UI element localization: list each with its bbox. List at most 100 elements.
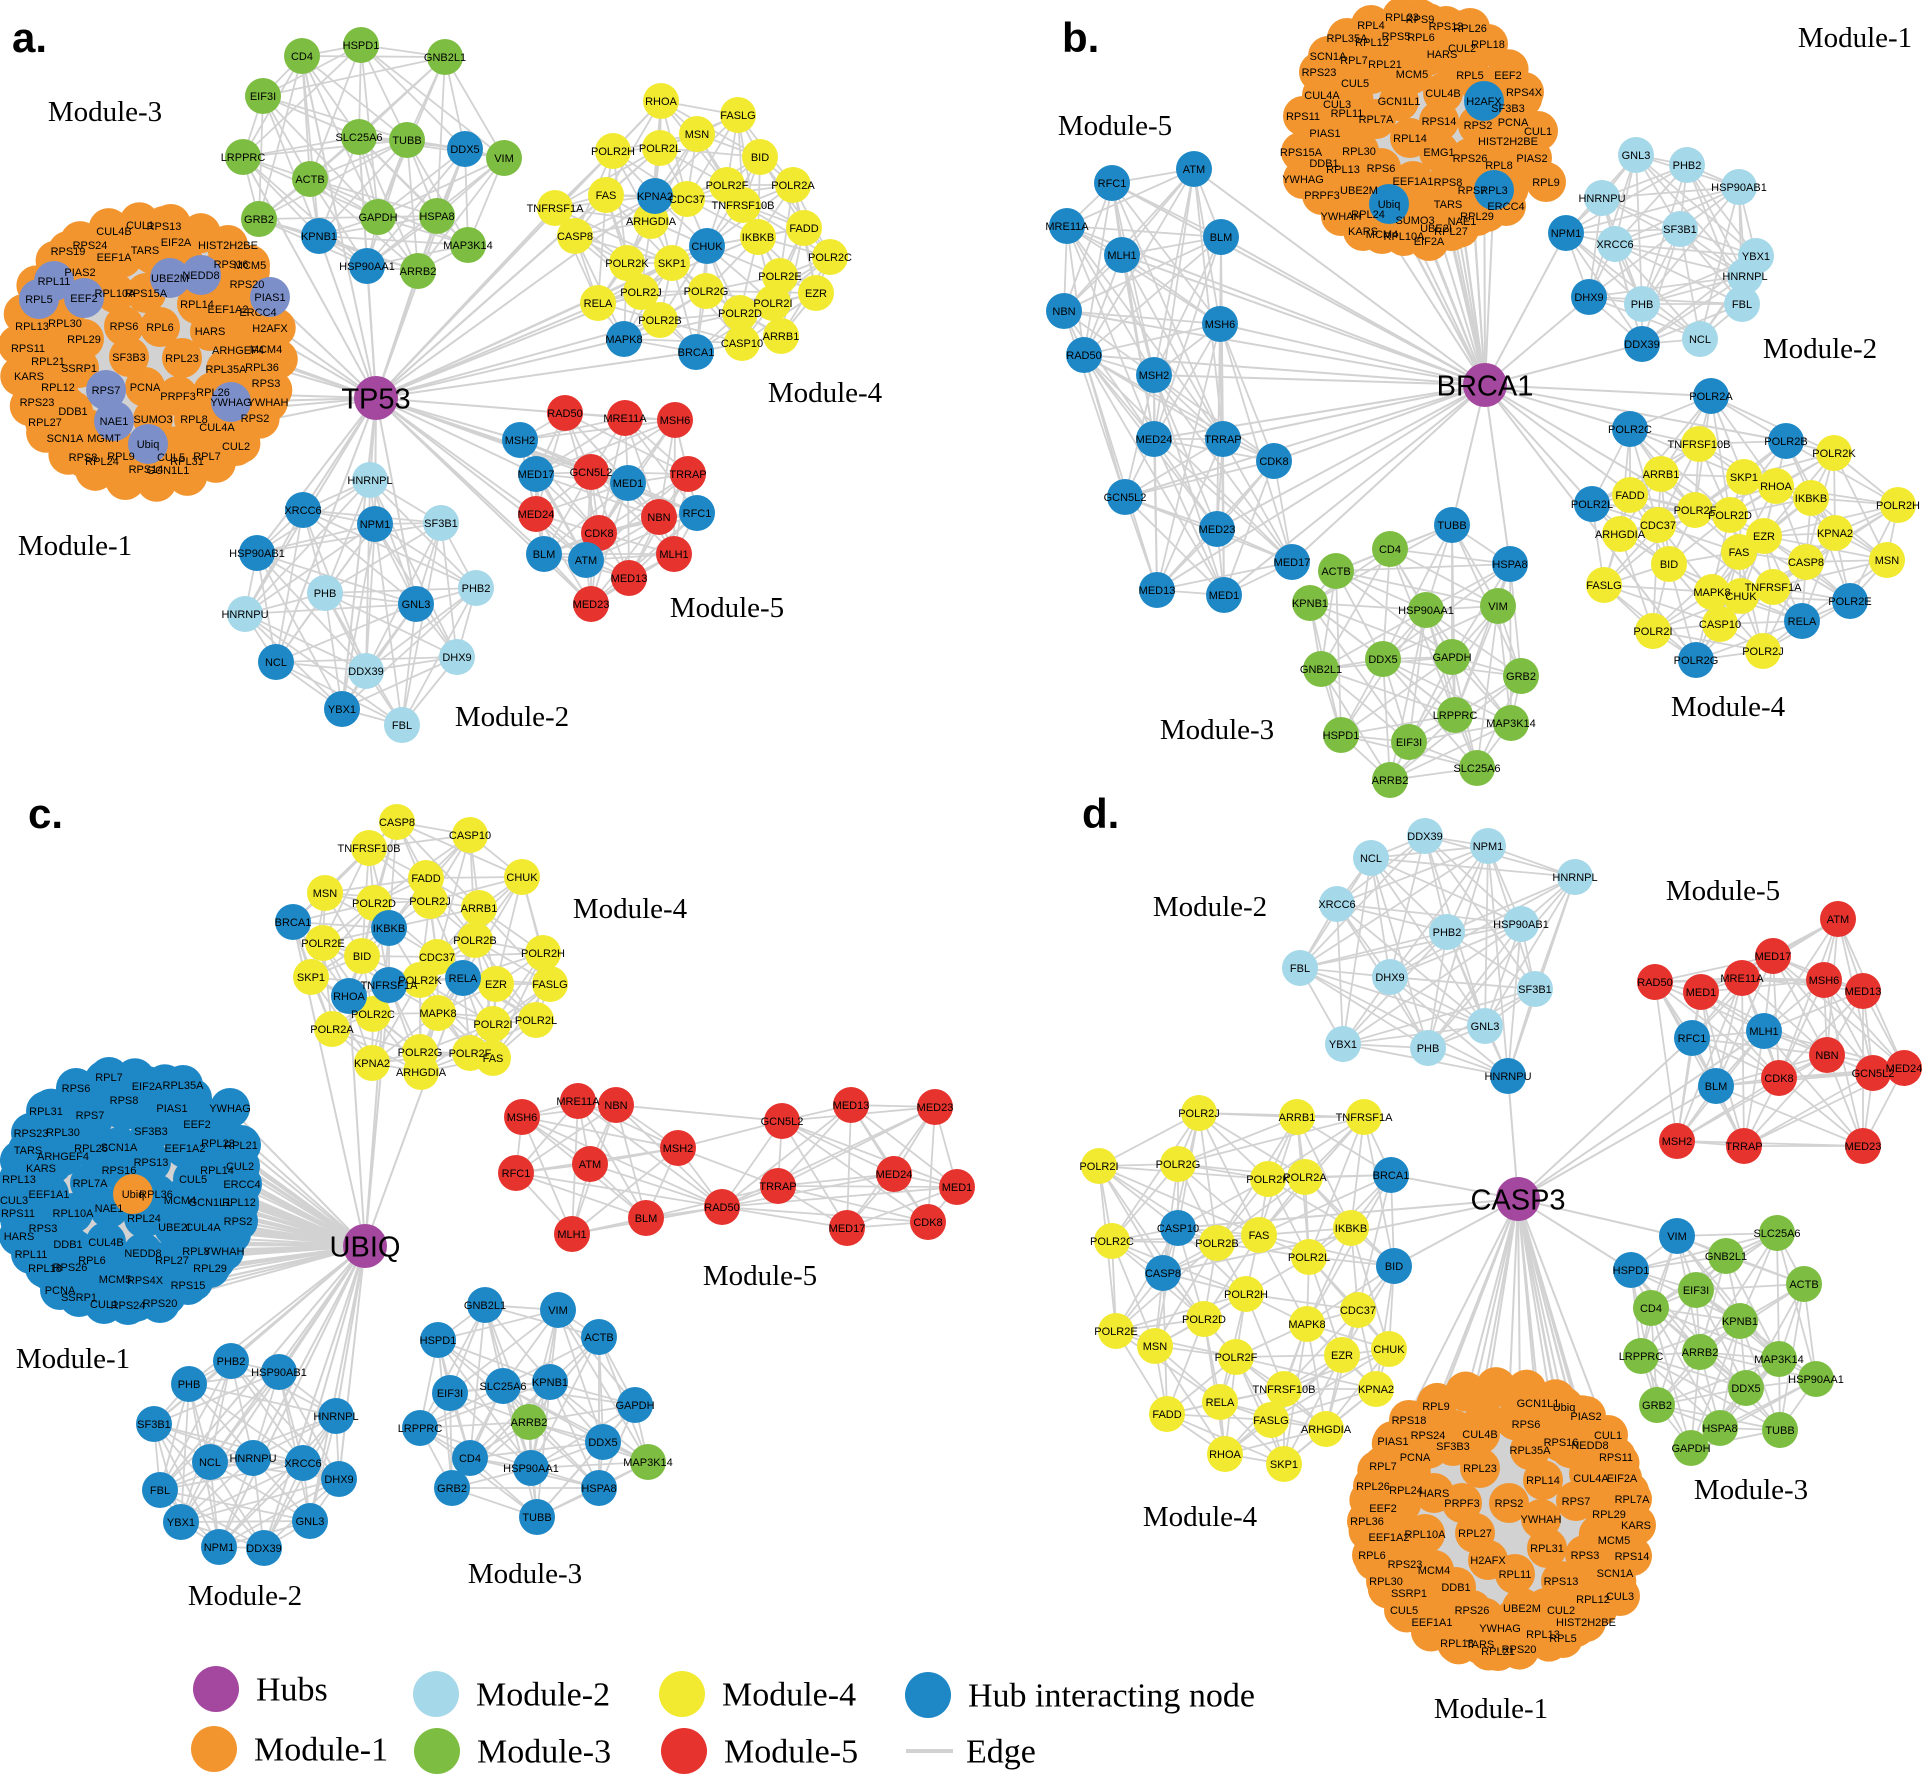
legend-label-module-5: Module-5 xyxy=(724,1734,858,1771)
gene-label-rpl13: RPL13 xyxy=(2,1174,36,1186)
gene-label-med13: MED13 xyxy=(1139,585,1176,597)
gene-node-cd4 xyxy=(1372,531,1408,567)
edge-a-module-2 xyxy=(324,592,458,658)
gene-label-mcm5: MCM5 xyxy=(1396,69,1428,81)
gene-label-rpl10a: RPL10A xyxy=(95,288,137,300)
gene-label-chuk: CHUK xyxy=(1725,591,1757,603)
gene-label-mgmt: MGMT xyxy=(87,433,121,445)
gene-node-slc25a6 xyxy=(1459,750,1495,786)
gene-label-phb: PHB xyxy=(314,588,337,600)
hub-edge-d xyxy=(1517,1085,1717,1200)
edge-a-module-3 xyxy=(377,157,505,218)
gene-node-atm xyxy=(572,1146,608,1182)
gene-label-hnrnpu: HNRNPU xyxy=(1578,193,1625,205)
gene-label-eef1a2: EEF1A2 xyxy=(208,304,249,316)
gene-label-ybx1: YBX1 xyxy=(328,704,356,716)
gene-label-phb2: PHB2 xyxy=(1673,160,1702,172)
gene-label-npm1: NPM1 xyxy=(360,519,391,531)
gene-node-tnfrsf10b xyxy=(1681,426,1717,462)
edge-a-module-5 xyxy=(590,512,698,605)
edge-b-module-5 xyxy=(1083,354,1225,596)
gene-node-tnfrsf1a xyxy=(1755,569,1791,605)
edge-d-module-3 xyxy=(1640,1355,1781,1431)
gene-node-dhx9 xyxy=(439,639,475,675)
gene-label-rps5: RPS5 xyxy=(1382,31,1411,43)
hub-edge-b xyxy=(1428,240,1486,386)
gene-node-pcna xyxy=(1395,1437,1435,1477)
gene-label-brca1: BRCA1 xyxy=(678,347,715,359)
gene-node-arhgdia xyxy=(403,1054,439,1090)
gene-label-rpl7: RPL7 xyxy=(193,451,221,463)
gene-label-mlh1: MLH1 xyxy=(557,1229,586,1241)
gene-label-gcn5l2: GCN5L2 xyxy=(1852,1068,1895,1080)
gene-label-npm1: NPM1 xyxy=(1551,228,1582,240)
gene-label-polr2d: POLR2D xyxy=(718,308,762,320)
gene-label-rpl18: RPL18 xyxy=(28,1263,62,1275)
gene-label-cdc37: CDC37 xyxy=(1640,520,1676,532)
gene-label-rpl11: RPL11 xyxy=(1331,108,1364,120)
caption-c-module-5: Module-5 xyxy=(703,1260,817,1292)
hub-edge-a xyxy=(341,397,377,710)
gene-node-phb2 xyxy=(213,1343,249,1379)
gene-node-casp8 xyxy=(1145,1255,1181,1291)
gene-label-emg1: EMG1 xyxy=(1423,147,1454,159)
gene-label-gcn1l1: GCN1L1 xyxy=(189,1197,232,1209)
gene-node-fas xyxy=(475,1040,511,1076)
gene-node-faslg xyxy=(1586,567,1622,603)
gene-label-cul1: CUL1 xyxy=(1594,1430,1622,1442)
gene-label-mapk8: MAPK8 xyxy=(1693,587,1730,599)
gene-node-rpl11 xyxy=(1495,1554,1535,1594)
gene-label-tubb: TUBB xyxy=(1437,520,1466,532)
edge-c-module-3 xyxy=(469,1381,551,1459)
gene-node-ube2m xyxy=(150,258,190,298)
hub-edge-b xyxy=(1063,310,1486,386)
hub-edge-c xyxy=(338,1245,366,1480)
gene-label-bid: BID xyxy=(1660,559,1678,571)
gene-label-ddx39: DDX39 xyxy=(1624,339,1659,351)
gene-label-mapk8: MAPK8 xyxy=(605,334,642,346)
gene-label-cul4a: CUL4A xyxy=(199,422,235,434)
gene-label-eif3i: EIF3I xyxy=(250,91,276,103)
gene-node-msh2 xyxy=(502,422,538,458)
gene-label-rpl35a: RPL35A xyxy=(206,364,248,376)
gene-node-rps14 xyxy=(1419,101,1459,141)
edge-b-module-5 xyxy=(1153,323,1221,440)
gene-label-cul3: CUL3 xyxy=(0,1195,28,1207)
gene-label-arrb1: ARRB1 xyxy=(461,903,498,915)
gene-label-ikbkb: IKBKB xyxy=(1795,493,1827,505)
gene-label-ube2m: UBE2M xyxy=(1340,185,1378,197)
gene-node-med23 xyxy=(1199,511,1235,547)
gene-label-hars: HARS xyxy=(195,326,226,338)
gene-label-phb: PHB xyxy=(178,1379,201,1391)
edge-c-module-3 xyxy=(437,1339,453,1489)
edge-a-module-2 xyxy=(365,587,477,672)
gene-label-mapk8: MAPK8 xyxy=(1288,1319,1325,1331)
gene-node-blm xyxy=(1203,219,1239,255)
gene-node-casp10 xyxy=(1702,606,1738,642)
edge-d-module-2 xyxy=(1446,931,1509,1077)
edge-b-module-3 xyxy=(1425,609,1512,724)
gene-label-scn1a: SCN1A xyxy=(101,1142,138,1154)
gene-node-polr2c xyxy=(1612,411,1648,447)
gene-label-ikbkb: IKBKB xyxy=(742,232,774,244)
gene-node-rpl24 xyxy=(82,441,122,481)
gene-label-ube2m: UBE2M xyxy=(151,273,189,285)
gene-node-ddx39 xyxy=(1407,818,1443,854)
edge-d-module-2 xyxy=(1370,857,1391,978)
gene-node-xrcc6 xyxy=(285,1445,321,1481)
gene-label-polr2i: POLR2I xyxy=(473,1019,512,1031)
gene-label-kars: KARS xyxy=(14,371,44,383)
gene-label-rela: RELA xyxy=(584,298,613,310)
gene-node-npm1 xyxy=(1548,215,1584,251)
edge-d-module-4 xyxy=(1162,1112,1200,1274)
gene-node-tnfrsf10b xyxy=(351,830,387,866)
gene-node-hsp90ab1 xyxy=(261,1354,297,1390)
gene-label-ddx39: DDX39 xyxy=(1407,831,1442,843)
edge-b-module-3 xyxy=(1382,658,1391,781)
gene-label-pias1: PIAS1 xyxy=(1309,128,1340,140)
edge-b-module-3 xyxy=(1320,668,1410,743)
gene-label-rps19: RPS19 xyxy=(51,246,86,258)
gene-node-cdc37 xyxy=(1640,507,1676,543)
hub-edge-b xyxy=(1484,232,1567,386)
hub-edge-d xyxy=(1393,1198,1519,1267)
